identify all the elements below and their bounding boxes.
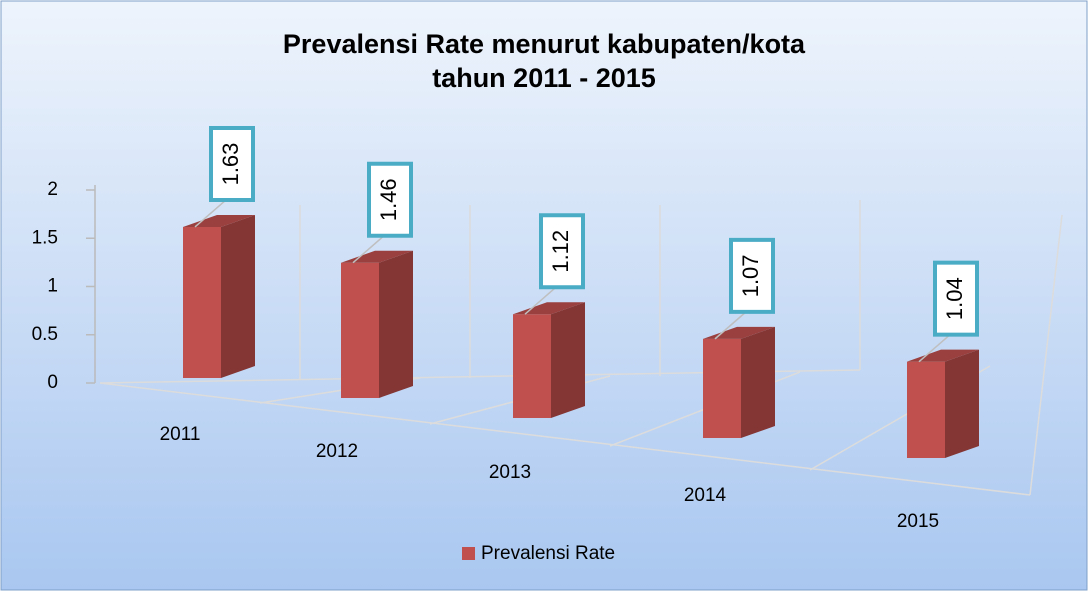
legend-swatch: [462, 547, 475, 560]
chart-title: Prevalensi Rate menurut kabupaten/kota: [283, 29, 806, 59]
data-label-box: [367, 161, 413, 238]
data-label: 1.04: [942, 277, 967, 320]
y-tick-label: 1: [47, 276, 58, 297]
data-label: 1.07: [738, 254, 763, 297]
leader-line: [194, 199, 227, 228]
x-tick-label: 2013: [489, 462, 531, 483]
legend-label: Prevalensi Rate: [481, 543, 615, 564]
x-tick-label: 2011: [160, 424, 201, 445]
y-tick-label: 0: [47, 372, 58, 393]
bar-front: [703, 338, 741, 438]
y-tick-label: 2: [47, 179, 58, 200]
bar-front: [907, 361, 945, 458]
bar: [513, 302, 585, 418]
leader-line: [524, 286, 557, 315]
bar-front: [183, 226, 221, 378]
x-tick-label: 2015: [897, 511, 939, 532]
leader-line: [714, 311, 747, 340]
data-label-box: [729, 237, 775, 314]
bar-front: [341, 262, 379, 398]
bar-side: [221, 214, 255, 378]
data-label: 1.12: [548, 230, 573, 273]
leader-line: [352, 235, 385, 264]
bar-side: [945, 349, 979, 458]
bar-top: [703, 326, 775, 339]
data-label-box: [933, 260, 979, 337]
data-label: 1.46: [376, 178, 401, 221]
bar-top: [907, 349, 979, 362]
data-label-box: [209, 125, 255, 202]
bar: [907, 349, 979, 458]
y-tick-label: 1.5: [32, 227, 58, 248]
bar-top: [183, 214, 255, 227]
data-label: 1.63: [218, 143, 243, 186]
bar: [183, 214, 255, 378]
bar-side: [741, 326, 775, 438]
bar-top: [513, 302, 585, 315]
y-tick-label: 0.5: [32, 324, 58, 345]
bar-front: [513, 314, 551, 418]
bar-side: [551, 302, 585, 418]
chart-title: tahun 2011 - 2015: [432, 63, 656, 93]
x-tick-label: 2014: [684, 485, 727, 506]
bar-side: [379, 250, 413, 398]
bar: [703, 326, 775, 438]
bar: [341, 250, 413, 398]
data-label-box: [539, 213, 585, 290]
x-tick-label: 2012: [316, 441, 358, 462]
leader-line: [918, 334, 951, 363]
bar-top: [341, 250, 413, 263]
